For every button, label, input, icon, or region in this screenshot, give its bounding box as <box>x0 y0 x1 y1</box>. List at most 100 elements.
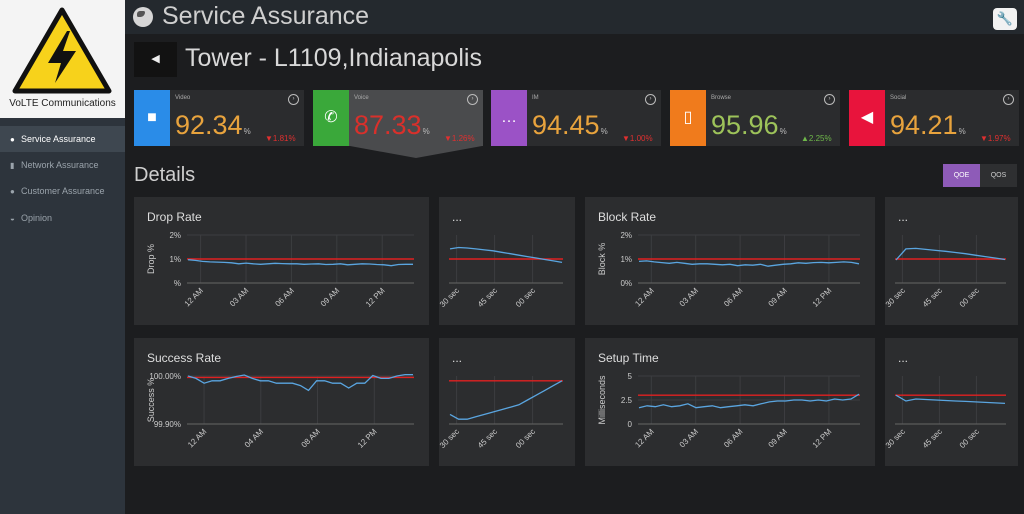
kpi-card-video[interactable]: ■ Video › 92.34% ▼1.81% <box>134 90 304 146</box>
chart-title: ... <box>898 351 909 365</box>
back-button[interactable]: ◀ <box>134 42 177 77</box>
sidebar-item-opinion[interactable]: ◒ Opinion <box>0 205 125 231</box>
chart-panel-0: Drop Rate 2% 1%% Drop % 12 AM 03 AM 06 AM 09 AM… <box>134 197 429 325</box>
page-title: Service Assurance <box>162 2 370 30</box>
chart-panel-7: ... 30 sec 45 sec 00 sec <box>885 338 1018 466</box>
y-tick-label: 100.00% <box>149 372 181 381</box>
globe-icon: ● <box>10 135 15 144</box>
kpi-value: 95.96% <box>711 110 787 140</box>
kpi-label: Browse <box>711 95 732 101</box>
chart-panel-2: Block Rate 2% 1% 0% Block % 12 AM 03 AM 06 AM 09… <box>585 197 875 325</box>
kpi-change: ▲2.25% <box>801 134 832 143</box>
x-tick-label: 45 sec <box>921 286 944 309</box>
toggle-qoe[interactable]: QOE <box>943 164 980 187</box>
x-tick-label: 12 AM <box>633 427 656 450</box>
sidebar-item-customer-assurance[interactable]: ● Customer Assurance <box>0 178 125 204</box>
sidebar: VoLTE Communications ● Service Assurance … <box>0 0 125 514</box>
x-tick-label: 00 sec <box>514 427 537 450</box>
kpi-change: ▼1.97% <box>980 134 1011 143</box>
toggle-qos[interactable]: QOS <box>980 164 1017 187</box>
x-tick-label: 08 AM <box>300 427 323 450</box>
x-tick-label: 30 sec <box>885 286 907 309</box>
kpi-value: 94.21% <box>890 110 966 140</box>
y-axis-label: Drop % <box>146 244 156 274</box>
chat-icon: ◒ <box>10 214 15 223</box>
x-tick-label: 06 AM <box>722 286 745 309</box>
megaphone-icon: ◀ <box>849 90 885 146</box>
y-tick-label: 0% <box>620 279 632 288</box>
x-tick-label: 03 AM <box>228 286 251 309</box>
y-tick-label: 1% <box>169 255 181 264</box>
sidebar-item-network-assurance[interactable]: ▮ Network Assurance <box>0 152 125 178</box>
chevron-left-icon: ◀ <box>151 53 160 65</box>
tablet-icon: ▯ <box>670 90 706 146</box>
kpi-value: 94.45% <box>532 110 608 140</box>
kpi-card-voice[interactable]: ✆ Voice › 87.33% ▼1.26% <box>313 90 483 146</box>
triangle-down-icon: ▼ <box>444 134 452 143</box>
x-tick-label: 12 AM <box>633 286 656 309</box>
x-tick-label: 00 sec <box>958 427 981 450</box>
y-tick-label: 2% <box>169 231 181 240</box>
y-tick-label: 1% <box>620 255 632 264</box>
x-tick-label: 12 PM <box>364 286 387 309</box>
speech-bubble-icon: … <box>491 90 527 146</box>
x-tick-label: 12 PM <box>811 427 834 450</box>
sidebar-item-service-assurance[interactable]: ● Service Assurance <box>0 126 125 152</box>
chart-svg: 2% 1%% Drop % 12 AM 03 AM 06 AM 09 AM 12 PM <box>146 231 414 309</box>
chart-panel-1: ... 30 sec 45 sec 00 sec <box>439 197 575 325</box>
tower-title: Tower - L1109,Indianapolis <box>185 44 482 72</box>
series-line <box>895 247 1006 261</box>
chart-svg: 5 2.5 0 Milliseconds 12 AM 03 AM 06 AM 09 AM 12 … <box>597 372 860 450</box>
arrow-right-circle-icon[interactable]: › <box>288 94 299 105</box>
series-line <box>187 259 413 267</box>
chart-svg: 30 sec 45 sec 00 sec <box>885 376 1006 450</box>
x-tick-label: 03 AM <box>678 286 701 309</box>
chart-panel-4: Success Rate 100.00% 99.90% Success % 12 AM 0… <box>134 338 429 466</box>
chart-svg: 30 sec 45 sec 00 sec <box>439 376 563 450</box>
user-icon: ● <box>10 187 15 196</box>
brand-name: VoLTE Communications <box>9 98 116 109</box>
chart-title: Setup Time <box>598 351 659 365</box>
video-camera-icon: ■ <box>134 90 170 146</box>
triangle-up-icon: ▲ <box>801 134 809 143</box>
arrow-right-circle-icon[interactable]: › <box>824 94 835 105</box>
y-axis-label: Block % <box>597 243 607 276</box>
kpi-card-im[interactable]: … IM › 94.45% ▼1.00% <box>491 90 661 146</box>
series-line <box>638 260 860 267</box>
settings-wrench-button[interactable]: 🔧 <box>993 8 1017 30</box>
chart-svg: 2% 1% 0% Block % 12 AM 03 AM 06 AM 09 AM 12 PM <box>597 231 860 309</box>
y-axis-label: Success % <box>146 378 156 423</box>
x-tick-label: 06 AM <box>273 286 296 309</box>
top-bar <box>125 0 1024 34</box>
qoe-qos-toggle: QOE QOS <box>943 164 1017 187</box>
arrow-right-circle-icon[interactable]: › <box>1003 94 1014 105</box>
x-tick-label: 45 sec <box>921 427 944 450</box>
x-tick-label: 30 sec <box>439 427 461 450</box>
chart-panel-6: Setup Time 5 2.5 0 Milliseconds 12 AM 03 AM 06 … <box>585 338 875 466</box>
x-tick-label: 30 sec <box>439 286 461 309</box>
phone-icon: ✆ <box>313 90 349 146</box>
y-tick-label: 2.5 <box>621 396 633 405</box>
x-tick-label: 09 AM <box>767 427 790 450</box>
kpi-card-browse[interactable]: ▯ Browse › 95.96% ▲2.25% <box>670 90 840 146</box>
kpi-label: Voice <box>354 95 369 101</box>
globe-icon <box>133 7 153 27</box>
signal-bars-icon: ▮ <box>10 161 15 170</box>
series-line <box>187 373 413 392</box>
x-tick-label: 12 PM <box>356 427 379 450</box>
arrow-right-circle-icon[interactable]: › <box>467 94 478 105</box>
series-line <box>449 246 563 264</box>
chart-title: Block Rate <box>598 210 657 224</box>
kpi-change: ▼1.00% <box>622 134 653 143</box>
brand-logo: VoLTE Communications <box>0 0 125 118</box>
series-line <box>895 394 1006 405</box>
kpi-card-social[interactable]: ◀ Social › 94.21% ▼1.97% <box>849 90 1019 146</box>
chart-panel-3: ... 30 sec 45 sec 00 sec <box>885 197 1018 325</box>
y-axis-label: Milliseconds <box>597 375 607 425</box>
arrow-right-circle-icon[interactable]: › <box>645 94 656 105</box>
x-tick-label: 12 PM <box>811 286 834 309</box>
chart-svg: 30 sec 45 sec 00 sec <box>439 235 563 309</box>
y-tick-label: % <box>174 279 181 288</box>
chart-title: ... <box>452 210 463 224</box>
x-tick-label: 45 sec <box>476 427 499 450</box>
